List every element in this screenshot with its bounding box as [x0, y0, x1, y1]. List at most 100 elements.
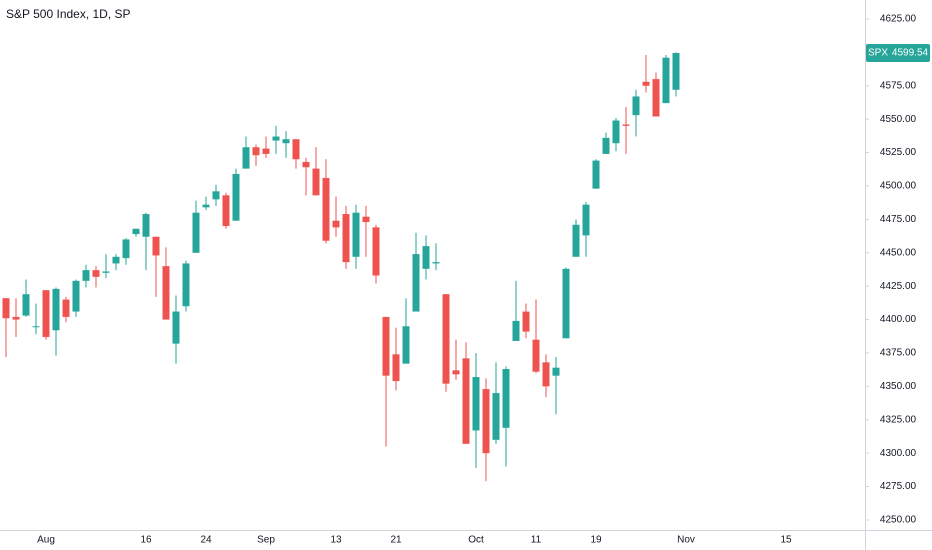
candle-body: [262, 148, 270, 154]
candle-body: [122, 239, 130, 259]
candle-body: [272, 136, 280, 141]
candle-body: [542, 362, 550, 387]
candle-body: [22, 294, 30, 316]
price-badge: [866, 43, 930, 62]
candle-body: [242, 147, 250, 169]
y-tick-label: 4500.00: [880, 181, 917, 192]
candle-body: [592, 160, 600, 189]
candle-body: [142, 214, 150, 237]
candle-body: [152, 236, 160, 256]
candle-body: [582, 204, 590, 236]
candle-body: [102, 271, 110, 273]
candle-body: [642, 81, 650, 86]
candle-body: [522, 311, 530, 332]
candle-body: [552, 367, 560, 376]
candle-body: [462, 358, 470, 444]
y-tick-label: 4250.00: [880, 515, 917, 526]
symbol-label: SPX: [868, 48, 888, 59]
candle-body: [632, 96, 640, 116]
x-tick-label: Nov: [677, 535, 695, 546]
candle-body: [602, 137, 610, 154]
candle-body: [82, 270, 90, 281]
x-tick-label: 11: [531, 535, 542, 546]
x-tick-label: 15: [780, 535, 792, 546]
candle-body: [332, 220, 340, 228]
candle-body: [562, 268, 570, 339]
x-tick-label: 13: [330, 535, 342, 546]
candle-body: [292, 139, 300, 160]
candle-body: [652, 79, 660, 117]
candle-body: [192, 212, 200, 253]
x-tick-label: 19: [590, 535, 602, 546]
candle-body: [502, 369, 510, 428]
candle-body: [12, 316, 20, 320]
candle-body: [452, 370, 460, 375]
candle-body: [512, 320, 520, 341]
y-tick-label: 4475.00: [880, 214, 917, 225]
candle-body: [482, 389, 490, 454]
candle-body: [42, 290, 50, 337]
candle-body: [412, 254, 420, 312]
y-tick-label: 4450.00: [880, 247, 917, 258]
x-tick-label: 16: [140, 535, 152, 546]
candle-body: [112, 256, 120, 264]
y-tick-label: 4425.00: [880, 281, 917, 292]
candle-body: [382, 316, 390, 376]
candle-body: [132, 228, 140, 235]
y-tick-label: 4550.00: [880, 114, 917, 125]
candle-body: [282, 139, 290, 144]
candle-body: [312, 168, 320, 196]
candle-body: [672, 52, 680, 90]
x-tick-label: Sep: [257, 535, 275, 546]
y-tick-label: 4325.00: [880, 414, 917, 425]
candle-body: [372, 227, 380, 276]
candle-body: [662, 57, 670, 104]
price-label: 4599.54: [892, 48, 929, 59]
chart-title: S&P 500 Index, 1D, SP: [6, 7, 131, 21]
candle-body: [362, 216, 370, 223]
candle-body: [222, 195, 230, 227]
candle-body: [72, 280, 80, 312]
candle-body: [32, 326, 40, 328]
candle-body: [352, 212, 360, 257]
y-tick-label: 4525.00: [880, 147, 917, 158]
candle-body: [202, 204, 210, 208]
candle-body: [172, 311, 180, 344]
x-tick-label: 24: [200, 535, 212, 546]
candle-body: [252, 147, 260, 156]
candle-body: [52, 288, 60, 331]
y-tick-label: 4375.00: [880, 348, 917, 359]
candle-body: [162, 266, 170, 320]
candle-body: [572, 224, 580, 257]
candle-body: [432, 262, 440, 264]
candle-body: [2, 298, 10, 319]
y-tick-label: 4400.00: [880, 314, 917, 325]
y-tick-label: 4350.00: [880, 381, 917, 392]
y-tick-label: 4275.00: [880, 481, 917, 492]
candle-body: [342, 214, 350, 263]
y-tick-label: 4300.00: [880, 448, 917, 459]
candle-body: [232, 173, 240, 221]
y-tick-label: 4575.00: [880, 80, 917, 91]
candle-body: [622, 124, 630, 126]
candle-body: [92, 270, 100, 277]
candle-body: [492, 393, 500, 440]
candle-body: [302, 161, 310, 168]
x-tick-label: 21: [390, 535, 402, 546]
x-tick-label: Oct: [468, 535, 484, 546]
candle-body: [322, 177, 330, 241]
candle-body: [212, 191, 220, 200]
candle-body: [532, 339, 540, 372]
candle-body: [62, 299, 70, 317]
candle-body: [392, 354, 400, 382]
candle-body: [612, 120, 620, 144]
candle-body: [472, 377, 480, 431]
y-tick-label: 4625.00: [880, 14, 917, 25]
candle-body: [182, 263, 190, 307]
candle-body: [442, 294, 450, 384]
candle-body: [422, 246, 430, 269]
candle-body: [402, 326, 410, 364]
x-tick-label: Aug: [37, 535, 55, 546]
